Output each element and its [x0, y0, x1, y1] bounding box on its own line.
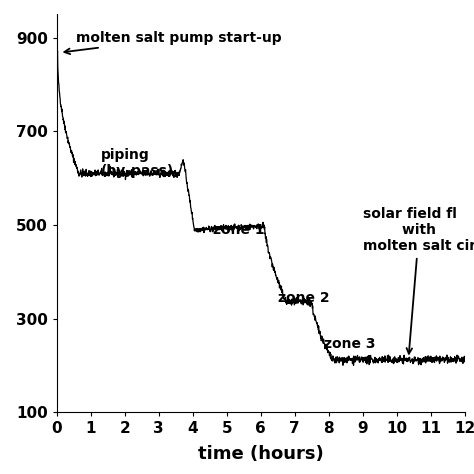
Text: zone 3: zone 3 [324, 337, 375, 351]
Text: zone 1: zone 1 [213, 223, 265, 237]
Text: molten salt pump start-up: molten salt pump start-up [64, 31, 281, 54]
Text: zone 2: zone 2 [278, 291, 329, 305]
Text: piping
(by-pass): piping (by-pass) [101, 148, 174, 178]
Text: solar field fl
        with
molten salt cir: solar field fl with molten salt cir [363, 207, 474, 354]
X-axis label: time (hours): time (hours) [198, 445, 324, 463]
